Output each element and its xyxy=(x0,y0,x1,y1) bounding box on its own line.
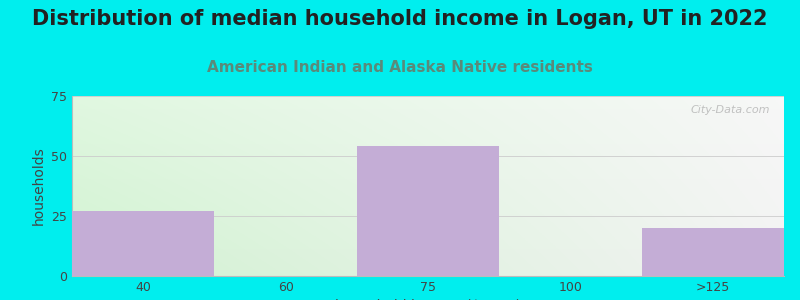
Bar xyxy=(72,211,214,276)
Y-axis label: households: households xyxy=(31,147,46,225)
X-axis label: household income ($1000): household income ($1000) xyxy=(335,299,521,300)
Bar xyxy=(357,146,499,276)
Text: American Indian and Alaska Native residents: American Indian and Alaska Native reside… xyxy=(207,60,593,75)
Text: Distribution of median household income in Logan, UT in 2022: Distribution of median household income … xyxy=(32,9,768,29)
Text: City-Data.com: City-Data.com xyxy=(690,105,770,115)
Bar xyxy=(642,228,784,276)
